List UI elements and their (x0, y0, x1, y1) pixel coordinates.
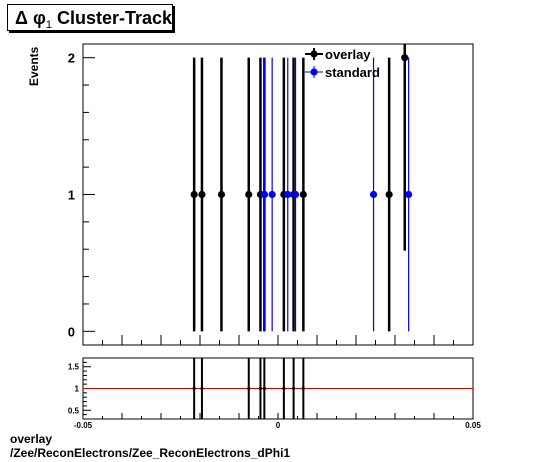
ratio-y-tick-label: 1.5 (68, 363, 80, 372)
main-y-tick-label: 1 (68, 188, 75, 203)
legend-entry-overlay: overlay (325, 47, 371, 62)
standard-point (268, 190, 276, 199)
overlay-point (401, 54, 409, 62)
ratio-y-tick-label: 0.5 (68, 406, 80, 415)
overlay-point (245, 190, 253, 199)
ratio-point (200, 386, 204, 391)
ratio-point (192, 386, 196, 391)
ratio-y-tick-label: 1 (75, 385, 80, 394)
overlay-point (198, 190, 206, 199)
main-y-tick-label: 2 (68, 51, 75, 66)
standard-point (260, 190, 268, 199)
legend-swatch-marker (310, 68, 318, 76)
footer-histogram-path: /Zee/ReconElectrons/Zee_ReconElectrons_d… (10, 446, 291, 460)
y-axis-label: Events (27, 46, 41, 86)
plot-title: Δ φ1 Cluster-Track (15, 8, 172, 31)
standard-point (284, 190, 292, 199)
ratio-x-tick-label: -0.05 (74, 421, 93, 430)
ratio-x-tick-label: 0 (276, 421, 281, 430)
title-subscript: 1 (45, 19, 52, 31)
footer-label-overlay: overlay (10, 432, 53, 446)
standard-point (291, 190, 300, 199)
overlay-point (299, 190, 307, 199)
ratio-point (258, 386, 263, 391)
overlay-point (385, 190, 393, 199)
ratio-point (301, 386, 305, 391)
standard-point (369, 190, 378, 199)
main-y-tick-label: 0 (68, 324, 75, 339)
main-plot-frame (82, 43, 474, 346)
overlay-point (217, 190, 226, 199)
ratio-point (282, 386, 286, 391)
title-text: Cluster-Track (56, 8, 173, 28)
overlay-point (190, 190, 198, 199)
ratio-point (292, 386, 296, 391)
title-greek: Δ φ (15, 8, 46, 28)
ratio-x-tick-label: 0.05 (465, 421, 481, 430)
ratio-point (247, 386, 251, 391)
ratio-point (262, 386, 266, 391)
legend-swatch-marker (310, 50, 318, 58)
plot-title-box: Δ φ1 Cluster-Track (7, 4, 173, 31)
legend-entry-standard: standard (325, 65, 380, 80)
standard-point (405, 190, 413, 199)
